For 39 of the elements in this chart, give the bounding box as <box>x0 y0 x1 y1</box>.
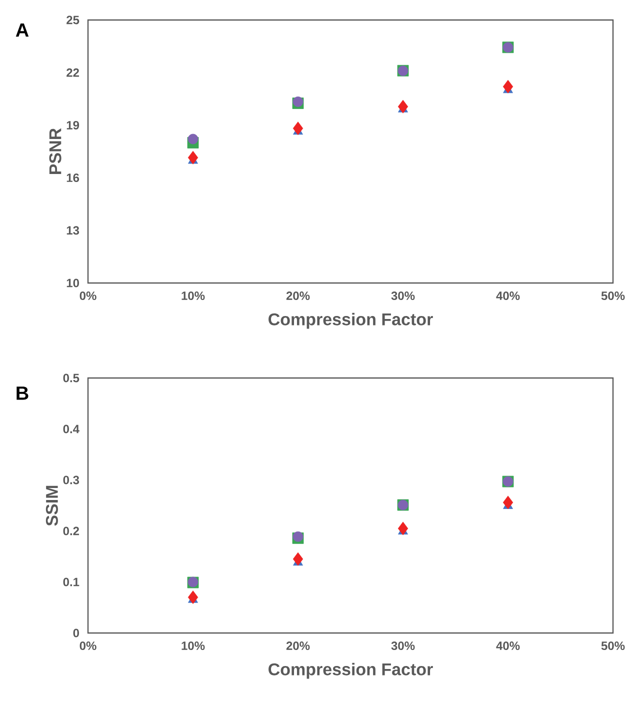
y-tick-label: 13 <box>66 226 80 235</box>
point <box>292 122 304 136</box>
point <box>502 496 514 510</box>
x-tick-label: 10% <box>182 292 205 300</box>
x-tick-label: 40% <box>496 642 520 650</box>
x-tick-label: 20% <box>286 292 310 300</box>
text: B <box>16 386 28 400</box>
point <box>398 522 408 536</box>
x-tick-label: 30% <box>391 292 415 300</box>
x-tick-label: 30% <box>391 642 415 650</box>
x-tick-label: 50% <box>601 292 625 300</box>
y-tick-label: 0.2 <box>63 526 79 536</box>
y-tick-label: 19 <box>66 120 80 130</box>
point <box>188 590 198 604</box>
x-tick-label: 0% <box>80 642 96 650</box>
y-tick-label: 0 <box>73 628 79 638</box>
x-tick-label: 50% <box>601 642 625 650</box>
point <box>188 150 198 164</box>
y-tick-label: 10 <box>66 278 79 288</box>
y-tick-label: 0.1 <box>63 578 80 586</box>
y-tick-label: 22 <box>66 68 79 77</box>
x-axis-title: Compression Factor <box>268 662 433 679</box>
x-tick-label: 0% <box>80 292 96 300</box>
x-axis-title: Compression Factor <box>268 312 433 329</box>
x-tick-label: 20% <box>286 642 310 650</box>
point <box>398 100 408 114</box>
y-axis-title: SSIM <box>46 486 58 526</box>
point <box>292 552 304 566</box>
y-axis-title: PSNR <box>49 128 62 174</box>
y-tick-label: 25 <box>66 16 80 24</box>
text: A <box>16 24 29 37</box>
y-tick-label: 0.4 <box>63 424 80 434</box>
x-tick-label: 10% <box>182 642 205 650</box>
y-tick-label: 0.5 <box>63 374 80 382</box>
y-tick-label: 16 <box>66 174 80 182</box>
point <box>188 134 198 144</box>
y-tick-label: 0.3 <box>63 476 80 484</box>
x-tick-label: 40% <box>496 292 520 300</box>
point <box>502 80 514 94</box>
